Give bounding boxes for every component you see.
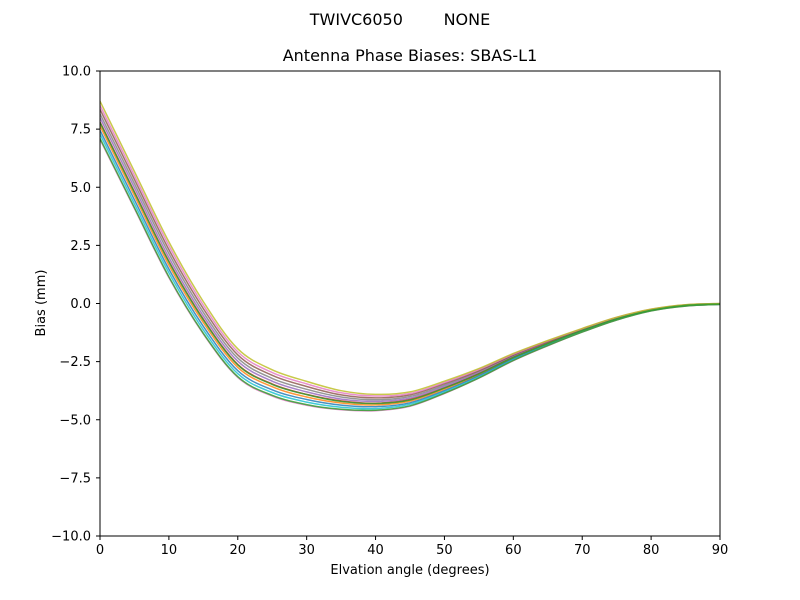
x-tick-label: 90 bbox=[712, 543, 729, 558]
y-tick-label: −7.5 bbox=[59, 471, 91, 486]
x-tick-label: 20 bbox=[230, 543, 247, 558]
x-tick-label: 70 bbox=[574, 543, 591, 558]
x-tick-label: 60 bbox=[505, 543, 522, 558]
y-tick-label: 5.0 bbox=[70, 181, 91, 196]
y-tick-label: 7.5 bbox=[70, 123, 91, 138]
y-axis-ticks: 10.0 7.5 5.0 2.5 0.0 −2.5 −5.0 −7.5 −10.0 bbox=[51, 65, 100, 545]
series-line-04 bbox=[100, 125, 720, 406]
series-line-06 bbox=[100, 133, 720, 410]
x-axis-ticks: 0 10 20 30 40 50 60 70 80 90 bbox=[96, 536, 728, 558]
chart-title: Antenna Phase Biases: SBAS-L1 bbox=[283, 46, 538, 65]
series-group bbox=[100, 100, 720, 412]
x-tick-label: 50 bbox=[436, 543, 453, 558]
x-tick-label: 80 bbox=[643, 543, 660, 558]
series-line-11 bbox=[100, 100, 720, 396]
series-line-02 bbox=[100, 116, 720, 403]
figure-suptitle: TWIVC6050 NONE bbox=[309, 10, 490, 29]
x-tick-label: 10 bbox=[161, 543, 178, 558]
series-line-07 bbox=[100, 138, 720, 412]
series-line-10 bbox=[100, 104, 720, 397]
y-tick-label: 0.0 bbox=[70, 297, 91, 312]
series-line-09 bbox=[100, 108, 720, 399]
x-tick-label: 0 bbox=[96, 543, 104, 558]
y-tick-label: 2.5 bbox=[70, 239, 91, 254]
series-line-05 bbox=[100, 129, 720, 408]
y-tick-label: −2.5 bbox=[59, 355, 91, 370]
x-axis-label: Elvation angle (degrees) bbox=[330, 563, 489, 578]
series-line-01 bbox=[100, 113, 720, 401]
y-axis-label: Bias (mm) bbox=[34, 270, 49, 337]
y-tick-label: −5.0 bbox=[59, 413, 91, 428]
y-tick-label: −10.0 bbox=[51, 530, 91, 545]
series-line-12 bbox=[100, 121, 720, 405]
series-line-03 bbox=[100, 121, 720, 404]
x-tick-label: 30 bbox=[298, 543, 315, 558]
series-line-08 bbox=[100, 137, 720, 412]
x-tick-label: 40 bbox=[367, 543, 384, 558]
y-tick-label: 10.0 bbox=[62, 65, 91, 80]
